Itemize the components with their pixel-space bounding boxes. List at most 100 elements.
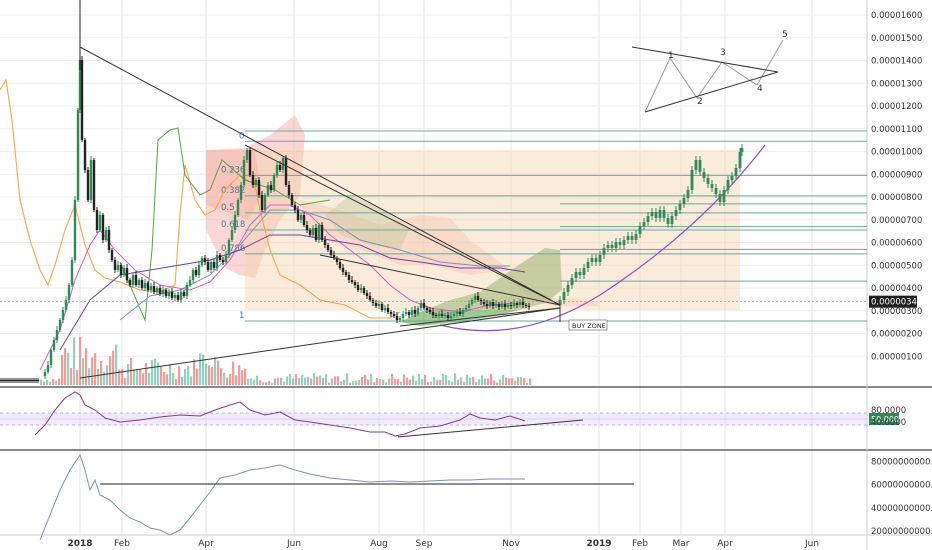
volume-bar — [517, 377, 520, 385]
candle-body — [710, 184, 714, 188]
candle-body — [43, 372, 47, 376]
candle — [49, 348, 53, 368]
volume-bar — [472, 376, 475, 385]
candle — [155, 286, 159, 295]
candle-body — [464, 308, 468, 310]
candle-body — [92, 160, 96, 210]
candle-body — [702, 172, 706, 178]
wave-label: 4 — [757, 84, 763, 94]
candle-body — [413, 310, 417, 314]
candle-body — [458, 312, 462, 314]
candle — [64, 296, 68, 312]
volume-bar — [325, 374, 328, 385]
candle — [149, 283, 153, 293]
candle — [140, 277, 144, 290]
volume-bar — [157, 362, 160, 385]
candle — [383, 305, 387, 313]
candle-body — [32, 380, 36, 381]
volume-bar — [268, 381, 271, 385]
candle — [404, 308, 408, 316]
candle — [275, 162, 279, 178]
volume-bar — [484, 378, 487, 385]
candle-body — [95, 210, 99, 230]
candle — [28, 378, 32, 383]
candle — [173, 293, 177, 301]
candle — [215, 251, 219, 271]
candle — [359, 284, 363, 293]
candle — [407, 310, 411, 318]
volume-bar — [94, 353, 97, 385]
candle-body — [185, 285, 189, 296]
projected-candle — [642, 218, 646, 230]
candle-body — [353, 282, 357, 285]
price-candles — [0, 0, 744, 383]
candle-body — [521, 302, 525, 305]
candle — [227, 238, 231, 258]
candle-body — [503, 304, 507, 307]
candle-body — [98, 215, 102, 230]
candle-body — [566, 285, 570, 292]
volume-bar — [214, 357, 217, 385]
candle — [92, 158, 96, 212]
volume-bar — [505, 377, 508, 385]
oscillator-trendline — [397, 419, 584, 438]
candle — [470, 298, 474, 306]
candle — [125, 264, 129, 283]
candle — [284, 155, 288, 187]
volume-bar — [172, 373, 175, 385]
candle — [449, 312, 453, 321]
candle-body — [506, 305, 510, 307]
candle-body — [356, 285, 360, 290]
volume-bar — [409, 379, 412, 385]
volume-bar — [376, 378, 379, 385]
volume-bar — [181, 377, 184, 385]
candle — [338, 259, 342, 270]
volume-bar — [331, 378, 334, 385]
candle — [134, 271, 138, 287]
candle — [218, 253, 222, 262]
candle-body — [158, 288, 162, 294]
candle-body — [2, 380, 6, 381]
candle — [0, 378, 2, 383]
candle — [416, 306, 420, 316]
volume-bar — [406, 377, 409, 385]
candle — [107, 226, 111, 253]
volume-bar — [100, 360, 103, 385]
volume-bar — [124, 377, 127, 385]
candle — [299, 213, 303, 223]
candle-body — [509, 305, 513, 306]
volume-bar — [334, 376, 337, 385]
trendline-descending — [244, 144, 561, 306]
projected-candle — [710, 180, 714, 192]
candle-body — [440, 314, 444, 316]
projected-candle — [682, 194, 686, 208]
candle-body — [149, 286, 153, 290]
candle-body — [404, 312, 408, 314]
candle-body — [293, 205, 297, 210]
candle-body — [562, 292, 566, 300]
volume-bar — [370, 374, 373, 385]
candle-body — [515, 303, 519, 305]
candle-body — [740, 148, 744, 152]
volume-bar — [61, 355, 64, 385]
candle-body — [730, 176, 734, 180]
candle — [32, 378, 36, 383]
fib-level-label: 0.5 — [221, 203, 235, 213]
candle — [194, 267, 198, 277]
volume-bar — [232, 361, 235, 385]
candle-body — [626, 236, 630, 240]
candle-body — [473, 296, 477, 300]
candle-body — [104, 230, 108, 240]
purple-indicator-line — [59, 234, 526, 351]
price-tick-label: 0.00001600 — [871, 11, 922, 21]
candle-body — [718, 194, 722, 202]
price-tick-label: 0.00000100 — [871, 352, 922, 362]
candle-body — [582, 268, 586, 275]
candle-body — [155, 288, 159, 292]
price-tick-label: 0.00000300 — [871, 307, 922, 317]
candle — [137, 278, 141, 288]
candle-body — [467, 304, 471, 308]
candle-body — [55, 330, 59, 340]
fib-level-label: 0.382 — [221, 186, 245, 196]
candle-body — [341, 268, 345, 272]
